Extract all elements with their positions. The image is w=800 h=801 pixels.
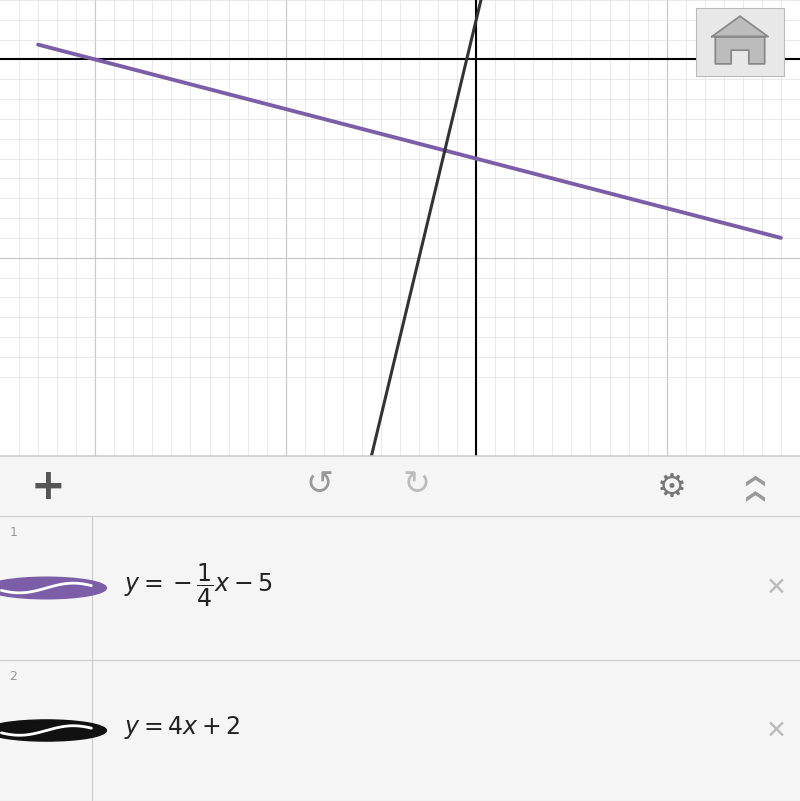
Polygon shape (712, 16, 768, 64)
Text: ↻: ↻ (402, 469, 430, 501)
Text: ✕: ✕ (766, 718, 786, 743)
Text: 2: 2 (10, 670, 18, 683)
Text: ✕: ✕ (766, 576, 786, 600)
Text: $y = 4x + 2$: $y = 4x + 2$ (124, 714, 240, 741)
Circle shape (0, 720, 106, 741)
Text: ⚙: ⚙ (657, 471, 687, 504)
Text: +: + (30, 466, 66, 508)
Text: ↺: ↺ (306, 469, 334, 501)
Text: 1: 1 (10, 526, 18, 539)
Text: $y = -\dfrac{1}{4}x - 5$: $y = -\dfrac{1}{4}x - 5$ (124, 562, 273, 609)
Circle shape (0, 578, 106, 599)
Text: ❮❮: ❮❮ (742, 474, 762, 507)
